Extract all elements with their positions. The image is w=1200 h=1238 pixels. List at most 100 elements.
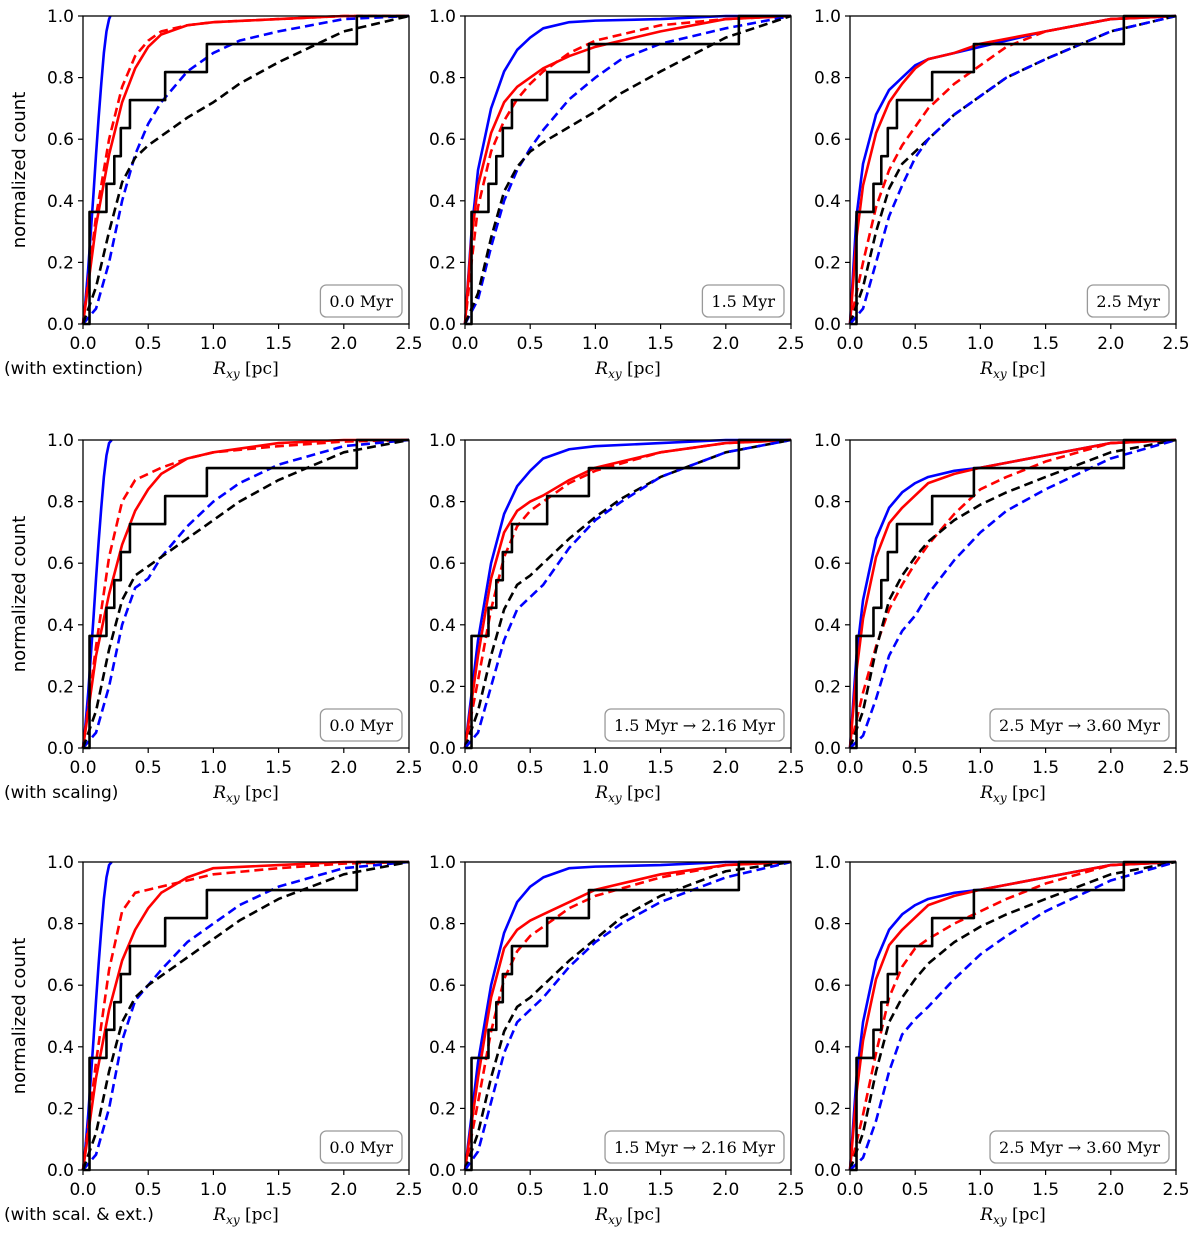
x-tick-label: 1.0 — [582, 758, 609, 778]
x-tick-label: 2.5 — [1162, 758, 1189, 778]
time-badge-text: 2.5 Myr — [1096, 292, 1160, 311]
x-axis-unit: [pc] — [240, 359, 279, 379]
x-tick-label: 0.5 — [135, 334, 162, 354]
x-tick-label: 1.5 — [647, 1180, 674, 1200]
series-black-dashed — [848, 14, 1177, 325]
time-badge — [604, 1130, 785, 1164]
time-badge-text: 2.5 Myr → 3.60 Myr — [999, 716, 1160, 735]
plot-frame — [464, 439, 792, 749]
x-tick-label: 2.5 — [395, 758, 422, 778]
x-tick-label: 2.0 — [1097, 334, 1124, 354]
y-tick-label: 0.4 — [814, 616, 841, 636]
series-red-dashed — [81, 14, 409, 325]
time-badge — [319, 708, 403, 742]
y-tick-label: 0.6 — [814, 130, 841, 150]
time-badge-text: 1.5 Myr — [711, 292, 775, 311]
y-tick-label: 0.4 — [47, 1038, 74, 1058]
x-axis-label: Rxy [pc] — [594, 783, 660, 805]
time-badge — [319, 1130, 403, 1164]
series-black-dashed — [463, 14, 792, 325]
y-tick-label: 0.4 — [429, 192, 456, 212]
row-label: (with scal. & ext.) — [4, 1205, 154, 1225]
x-tick-label: 1.5 — [265, 1180, 292, 1200]
y-tick-label: 0.6 — [429, 130, 456, 150]
x-axis-var: R — [979, 783, 993, 803]
x-axis-var: R — [594, 1205, 608, 1225]
y-tick-label: 0.6 — [47, 976, 74, 996]
series-red-dashed — [848, 438, 1177, 749]
series-black-step — [465, 438, 791, 750]
x-axis-sub: xy — [226, 791, 240, 805]
x-axis-label: Rxy [pc] — [212, 359, 278, 381]
x-tick-label: 2.5 — [777, 758, 804, 778]
y-tick-label: 0.4 — [814, 192, 841, 212]
x-tick-label: 0.5 — [517, 1180, 544, 1200]
panel-r1c0: 0.0 0.5 1.0 1.5 2.0 2.5 0.0 0.2 0.4 0.6 0.8 1.0 Rxy … — [4, 431, 423, 805]
x-tick-label: 2.5 — [1162, 334, 1189, 354]
series-red-dashed — [463, 14, 792, 325]
series-red-solid — [81, 438, 409, 749]
series-black-dashed — [463, 860, 792, 1171]
y-tick-label: 0.6 — [47, 130, 74, 150]
x-tick-label: 1.5 — [265, 334, 292, 354]
panel-r2c2: 0.0 0.5 1.0 1.5 2.0 2.5 0.0 0.2 0.4 0.6 0.8 1.0 Rxy … — [814, 853, 1190, 1227]
x-axis-unit: [pc] — [240, 1205, 279, 1225]
time-badge — [604, 708, 785, 742]
y-tick-label: 1.0 — [814, 431, 841, 451]
y-tick-label: 1.0 — [814, 7, 841, 27]
x-tick-label: 1.5 — [1032, 1180, 1059, 1200]
y-tick-label: 0.6 — [814, 976, 841, 996]
x-tick-label: 1.0 — [582, 334, 609, 354]
x-tick-label: 0.0 — [451, 1180, 478, 1200]
y-axis-label: normalized count — [9, 938, 30, 1095]
x-axis-sub: xy — [608, 367, 622, 381]
x-axis-unit: [pc] — [1007, 783, 1046, 803]
x-tick-label: 0.5 — [135, 758, 162, 778]
series-red-dashed — [81, 860, 410, 1171]
x-tick-label: 1.0 — [582, 1180, 609, 1200]
x-tick-label: 2.5 — [777, 334, 804, 354]
x-tick-label: 0.0 — [451, 334, 478, 354]
time-badge — [319, 284, 403, 318]
x-tick-label: 0.0 — [836, 1180, 863, 1200]
x-tick-label: 1.0 — [200, 758, 227, 778]
panel-r2c1: 0.0 0.5 1.0 1.5 2.0 2.5 0.0 0.2 0.4 0.6 0.8 1.0 Rxy … — [429, 853, 805, 1227]
y-tick-label: 0.0 — [47, 315, 74, 335]
y-tick-label: 0.4 — [429, 1038, 456, 1058]
series-red-solid — [463, 438, 792, 749]
y-tick-label: 0.0 — [47, 739, 74, 759]
x-axis-unit: [pc] — [240, 783, 279, 803]
plot-frame — [849, 439, 1177, 749]
x-tick-label: 2.5 — [777, 1180, 804, 1200]
x-axis-sub: xy — [608, 1213, 622, 1227]
x-tick-label: 2.0 — [712, 334, 739, 354]
series-black-step — [83, 438, 409, 750]
y-tick-label: 1.0 — [429, 7, 456, 27]
x-axis-label: Rxy [pc] — [979, 359, 1045, 381]
series-blue-dashed — [463, 14, 792, 325]
x-axis-unit: [pc] — [622, 783, 661, 803]
x-tick-label: 2.0 — [330, 334, 357, 354]
series-red-solid — [848, 14, 1177, 325]
series-red-dashed — [81, 438, 410, 749]
y-tick-label: 0.0 — [429, 739, 456, 759]
plot-frame — [82, 15, 410, 325]
series-blue-dashed — [849, 438, 1177, 749]
x-axis-label: Rxy [pc] — [979, 783, 1045, 805]
series-blue-solid — [81, 439, 113, 749]
x-tick-label: 1.0 — [967, 1180, 994, 1200]
panel-r0c2: 0.0 0.5 1.0 1.5 2.0 2.5 0.0 0.2 0.4 0.6 0.8 1.0 Rxy … — [814, 7, 1190, 381]
x-axis-unit: [pc] — [622, 359, 661, 379]
y-tick-label: 1.0 — [429, 853, 456, 873]
series-red-solid — [81, 860, 409, 1171]
x-tick-label: 2.0 — [330, 1180, 357, 1200]
x-tick-label: 2.5 — [395, 334, 422, 354]
y-tick-label: 0.8 — [814, 915, 841, 935]
x-tick-label: 1.0 — [200, 334, 227, 354]
x-tick-label: 1.0 — [967, 758, 994, 778]
time-badge-text: 2.5 Myr → 3.60 Myr — [999, 1138, 1160, 1157]
series-black-dashed — [848, 860, 1177, 1171]
x-axis-var: R — [212, 359, 226, 379]
series-blue-solid — [463, 438, 791, 749]
x-axis-label: Rxy [pc] — [594, 1205, 660, 1227]
